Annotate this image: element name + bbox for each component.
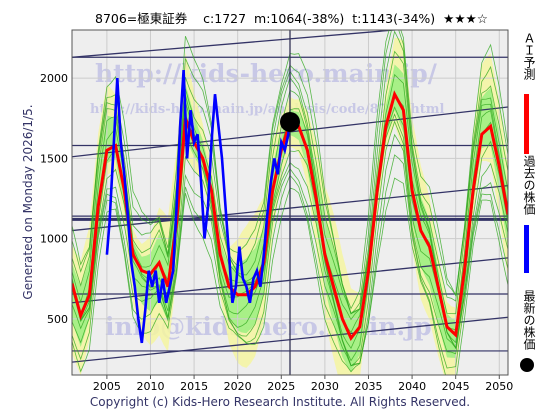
legend-past-label: 過去の株価 (522, 155, 536, 215)
copyright-notice: Copyright (c) Kids-Hero Research Institu… (89, 395, 471, 409)
watermark-url-2: http://kids-hero.main.jp/analysis/code/8… (90, 102, 445, 117)
x-tick-label: 2015 (180, 380, 208, 393)
legend-latest-price: 最新の株価 (520, 290, 536, 375)
legend-past-price: 過去の株価 (520, 155, 536, 275)
x-tick-label: 2045 (442, 380, 470, 393)
x-tick-label: 2020 (224, 380, 252, 393)
x-tick-label: 2050 (485, 380, 513, 393)
past-price-line (105, 70, 292, 344)
legend-past-swatch (524, 225, 529, 273)
legend-ai-label: ＡＩ予測 (522, 32, 536, 80)
plot-border (71, 29, 509, 376)
x-tick-label: 2010 (136, 380, 164, 393)
legend-ai-swatch (524, 94, 529, 154)
x-axis: 2005 2010 2015 2020 2025 2030 2035 2040 2045 2050 (93, 375, 513, 393)
watermark-url: http://kids-hero.main.jp/ (95, 59, 438, 88)
x-tick-label: 2040 (398, 380, 426, 393)
x-tick-label: 2025 (267, 380, 295, 393)
x-tick-label: 2035 (354, 380, 382, 393)
y-tick-label: 2000 (40, 72, 68, 85)
legend-ai-forecast: ＡＩ予測 (520, 32, 536, 187)
generated-date-label: Generated on Monday 2026/1/5. (21, 104, 35, 300)
y-tick-label: 1000 (40, 233, 68, 246)
latest-price-dot (280, 111, 300, 132)
x-tick-label: 2030 (311, 380, 339, 393)
legend-latest-dot (520, 358, 534, 372)
legend-latest-label: 最新の株価 (522, 290, 536, 350)
y-tick-label: 500 (47, 313, 68, 326)
y-axis: 500 1000 1500 2000 (40, 72, 68, 326)
chart-header: 8706=極東証券 c:1727 m:1064(-38%) t:1143(-34… (95, 11, 488, 26)
x-tick-label: 2005 (93, 380, 121, 393)
y-tick-label: 1500 (40, 152, 68, 165)
watermark-layer: http://kids-hero.main.jp/http://kids-her… (90, 59, 445, 341)
